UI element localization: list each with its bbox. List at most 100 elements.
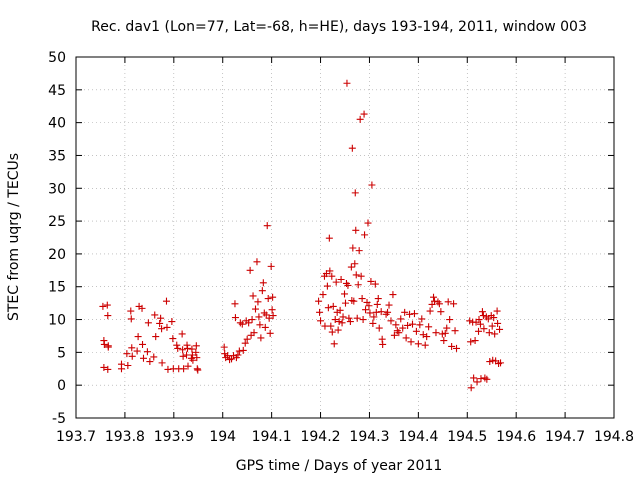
data-point-marker [412,327,420,335]
data-point-marker [138,304,146,312]
data-point-marker [375,324,383,332]
data-point-marker [470,374,478,382]
data-point-marker [493,307,501,315]
data-point-marker [369,319,377,327]
y-tick-label: 25 [48,214,66,230]
y-tick-label: 15 [48,280,66,296]
data-point-marker [389,291,397,299]
data-point-marker [104,343,112,351]
data-point-marker [390,331,398,339]
grid [75,56,615,419]
data-point-marker [365,302,373,310]
data-point-marker [337,276,345,284]
data-point-marker [471,337,479,345]
data-point-marker [123,350,131,358]
data-point-marker [432,329,440,337]
data-point-marker [127,315,135,323]
data-point-marker [194,366,202,374]
data-point-marker [245,319,253,327]
data-point-marker [345,314,353,322]
data-point-marker [269,293,277,301]
data-point-marker [319,291,327,299]
data-point-marker [164,365,172,373]
data-point-marker [361,231,369,239]
data-point-marker [343,79,351,87]
data-point-marker [243,335,251,343]
data-point-marker [100,340,108,348]
data-point-marker [475,327,483,335]
data-point-marker [162,297,170,305]
data-point-marker [360,110,368,118]
x-tick-labels: 193.7 193.8 193.9 194 194.1 194.2 194.3 194.4 19… [56,429,634,445]
data-point-marker [103,301,111,309]
data-point-marker [346,318,354,326]
data-points [99,79,505,392]
x-tick-label: 194.4 [398,429,438,445]
data-point-marker [450,300,458,308]
data-point-marker [178,330,186,338]
data-point-marker [239,346,247,354]
data-point-marker [323,282,331,290]
data-point-marker [371,280,379,288]
data-point-marker [373,300,381,308]
data-point-marker [451,327,459,335]
data-point-marker [354,281,362,289]
y-tick-label: 20 [48,247,66,263]
data-point-marker [430,293,438,301]
data-point-marker [358,295,366,303]
data-point-marker [144,319,152,327]
y-tick-label: 30 [48,181,66,197]
data-point-marker [317,317,325,325]
data-point-marker [189,356,197,364]
data-point-marker [158,359,166,367]
data-point-marker [321,322,329,330]
data-point-marker [401,308,409,316]
data-point-marker [368,181,376,189]
data-point-marker [328,328,336,336]
data-point-marker [174,344,182,352]
data-point-marker [265,314,273,322]
data-point-marker [491,330,499,338]
data-point-marker [248,316,256,324]
data-point-marker [377,308,385,316]
data-point-marker [372,308,380,316]
data-point-marker [183,351,191,359]
data-point-marker [253,258,261,266]
chart-title: Rec. dav1 (Lon=77, Lat=-68, h=HE), days … [91,19,587,35]
y-tick-label: 35 [48,148,66,164]
data-point-marker [267,262,275,270]
data-point-marker [146,358,154,366]
data-point-marker [350,297,358,305]
data-point-marker [184,344,192,352]
y-tick-label: 5 [57,345,66,361]
data-point-marker [486,358,494,366]
x-tick-label: 193.7 [56,429,96,445]
data-point-marker [443,324,451,332]
y-tick-label: -5 [52,411,66,427]
x-tick-label: 194.8 [594,429,634,445]
data-point-marker [256,321,264,329]
data-point-marker [168,318,176,326]
y-tick-label: 0 [57,378,66,394]
y-tick-label: 40 [48,116,66,132]
data-point-marker [418,315,426,323]
data-point-marker [139,340,147,348]
data-point-marker [453,344,461,352]
data-point-marker [157,314,165,322]
x-tick-label: 193.9 [154,429,194,445]
data-point-marker [330,340,338,348]
data-point-marker [356,115,364,123]
data-point-marker [480,325,488,333]
data-point-marker [406,310,414,318]
data-point-marker [117,365,125,373]
data-point-marker [173,341,181,349]
data-point-marker [352,271,360,279]
data-point-marker [485,329,493,337]
data-point-marker [335,318,343,326]
data-point-marker [421,341,429,349]
data-point-marker [134,333,142,341]
data-point-marker [156,319,164,327]
data-point-marker [128,352,136,360]
data-point-marker [254,298,262,306]
data-point-marker [402,334,410,342]
